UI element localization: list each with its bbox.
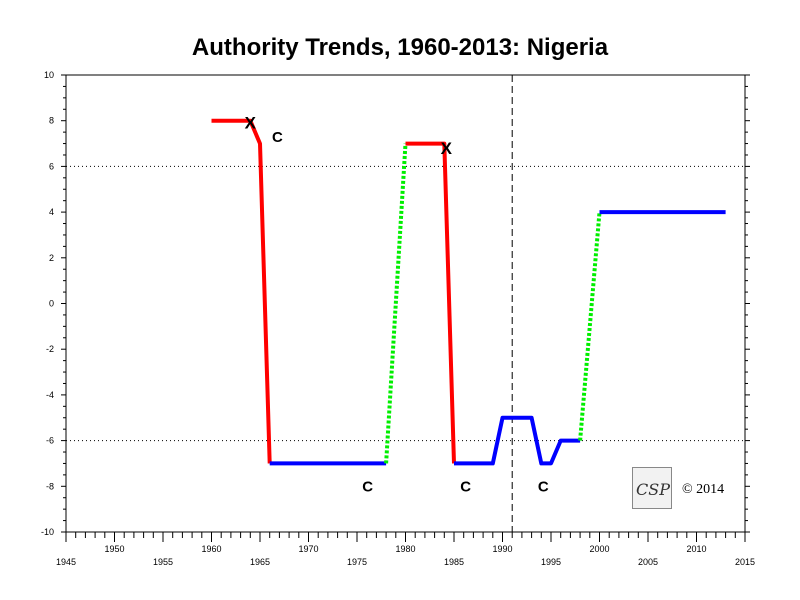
- series-segment-4: [454, 415, 581, 466]
- chart-title: Authority Trends, 1960-2013: Nigeria: [191, 34, 609, 61]
- y-tick-label: -2: [46, 344, 54, 354]
- x-tick-label: 1960: [201, 544, 221, 554]
- y-tick-label: 8: [49, 116, 54, 126]
- y-tick-label: 10: [44, 70, 54, 80]
- csp-logo-text: CSP: [636, 479, 670, 499]
- x-tick-label: 2005: [638, 557, 658, 567]
- y-tick-label: 2: [49, 253, 54, 263]
- csp-logo: CSP: [632, 467, 672, 509]
- x-tick-label: 1980: [395, 544, 415, 554]
- x-tick-label: 2010: [686, 544, 706, 554]
- x-tick-label: 1975: [347, 557, 367, 567]
- x-tick-label: 2000: [589, 544, 609, 554]
- x-tick-label: 1950: [104, 544, 124, 554]
- annotation-c-3: C: [362, 479, 373, 496]
- annotation-c-1: C: [272, 129, 283, 146]
- x-tick-label: 1985: [444, 557, 464, 567]
- y-tick-label: 4: [49, 207, 54, 217]
- x-tick-label: 1990: [492, 544, 512, 554]
- x-tick-label: 1955: [153, 557, 173, 567]
- y-tick-label: -6: [46, 436, 54, 446]
- x-tick-label: 1970: [298, 544, 318, 554]
- annotation-c-5: C: [538, 479, 549, 496]
- y-tick-label: -4: [46, 390, 54, 400]
- x-tick-label: 2015: [735, 557, 755, 567]
- y-tick-label: -8: [46, 481, 54, 491]
- x-tick-label: 1945: [56, 557, 76, 567]
- x-tick-label: 1995: [541, 557, 561, 567]
- series-segment-2: [384, 143, 408, 464]
- annotation-x-0: X: [245, 114, 257, 133]
- series-segment-3: [405, 141, 456, 464]
- series-segment-0: [211, 118, 272, 464]
- x-tick-label: 1965: [250, 557, 270, 567]
- annotation-x-2: X: [441, 139, 453, 158]
- series-segment-5: [578, 211, 602, 441]
- y-tick-label: 6: [49, 161, 54, 171]
- copyright-label: © 2014: [682, 482, 725, 497]
- y-tick-label: 0: [49, 299, 54, 309]
- annotation-c-4: C: [460, 479, 471, 496]
- y-tick-label: -10: [41, 527, 54, 537]
